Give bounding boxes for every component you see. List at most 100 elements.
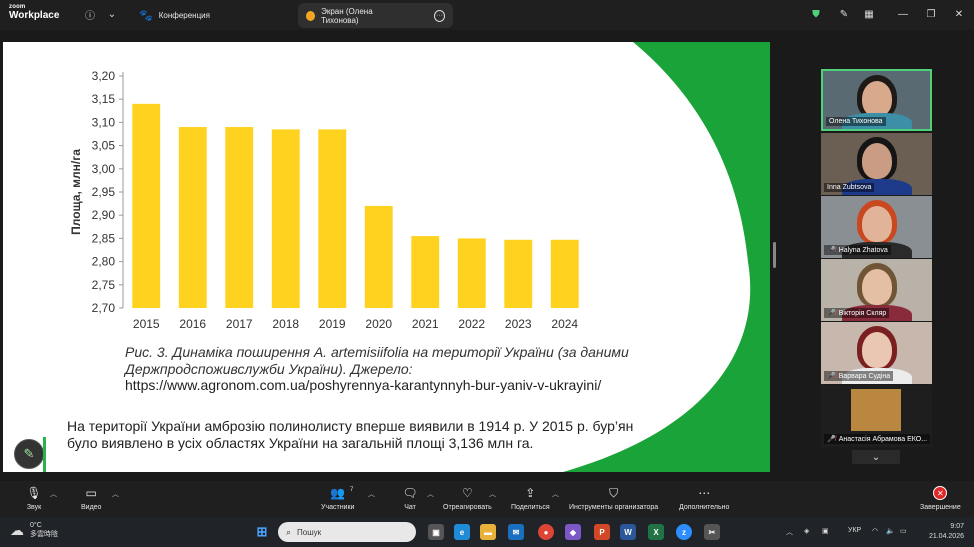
app-icon[interactable]: ◆ <box>565 524 581 540</box>
edge-icon[interactable]: e <box>454 524 470 540</box>
shield-icon[interactable]: ⛊ <box>812 8 820 20</box>
shared-screen: 2,70 2,75 2,80 2,85 2,90 2,95 3,00 3,05 3,10 3,15… <box>3 42 770 472</box>
muted-mic-icon: 🎤̸ <box>827 310 836 317</box>
participants-label: Участники <box>321 504 355 511</box>
tray-app-icon[interactable]: ◈ <box>804 528 810 535</box>
weather-widget[interactable]: ☁ 0°C 多雲時陰 <box>10 521 58 539</box>
powerpoint-icon[interactable]: P <box>594 524 610 540</box>
language-indicator[interactable]: УКР <box>848 527 862 534</box>
participants-button[interactable]: 👥 Участники <box>321 485 354 511</box>
y-tick-label: 3,05 <box>92 139 116 153</box>
video-button[interactable]: ▭ Видео <box>81 485 101 511</box>
participant-name: Олена Тихонова <box>826 117 886 126</box>
info-icon[interactable]: ⓘ <box>85 10 95 22</box>
x-tick-label: 2021 <box>412 317 439 331</box>
bar-2020 <box>364 205 393 308</box>
video-options-caret[interactable]: ︿ <box>112 491 119 498</box>
clock[interactable]: 9:07 21.04.2026 <box>929 522 964 542</box>
shield-icon: ⛉ <box>609 485 619 500</box>
chrome-icon[interactable]: ● <box>538 524 554 540</box>
end-button[interactable]: ✕ Завершение <box>920 485 961 511</box>
share-button[interactable]: ⇪ Поделиться <box>511 485 550 511</box>
participant-tile[interactable]: 🎤̸ Halyna Zhatova <box>821 196 932 258</box>
bar-2023 <box>504 239 533 308</box>
participant-tile[interactable]: Inna Zubtsova <box>821 133 932 195</box>
more-button[interactable]: ⋯ Дополнительно <box>679 485 729 511</box>
react-caret[interactable]: ︿ <box>489 491 496 498</box>
y-tick-label: 3,00 <box>92 162 116 176</box>
video-label: Видео <box>81 504 102 511</box>
muted-mic-icon: 🎤̸ <box>827 247 836 254</box>
tab-meeting[interactable]: 🐾 Конференция <box>131 3 218 28</box>
clock-date: 21.04.2026 <box>928 533 964 540</box>
chevron-down-icon[interactable]: ⌄ <box>107 8 117 20</box>
heart-icon: ♡ <box>462 486 473 500</box>
participant-tile[interactable]: 🎤̸ Вікторія Скляр <box>821 259 932 321</box>
bar-2021 <box>411 236 440 308</box>
participant-tile[interactable]: Олена Тихонова <box>821 69 932 131</box>
more-participants-chevron[interactable]: ⌄ <box>852 450 900 464</box>
participant-name: 🎤̸ Анастасія Абрамова ЕКО... <box>824 434 931 444</box>
task-view-icon[interactable]: ▣ <box>428 524 444 540</box>
wifi-icon[interactable]: ◠ <box>872 528 879 535</box>
minimize-icon[interactable]: — <box>898 8 908 20</box>
y-tick-label: 2,70 <box>92 301 116 315</box>
pen-icon[interactable]: ✎ <box>839 8 849 20</box>
avatar-face <box>861 143 892 179</box>
slide-green-decoration <box>563 42 770 472</box>
react-label: Отреагировать <box>443 504 492 511</box>
bar-2016 <box>178 127 207 308</box>
close-icon[interactable]: ✕ <box>954 8 964 20</box>
avatar-face <box>861 332 892 368</box>
word-icon[interactable]: W <box>620 524 636 540</box>
avatar-body <box>841 113 912 129</box>
react-button[interactable]: ♡ Отреагировать <box>443 485 492 511</box>
tab-screen-share[interactable]: Экран (Олена Тихонова) ··· <box>298 3 453 28</box>
zoom-app-icon[interactable]: z <box>676 524 692 540</box>
participant-tile[interactable]: 🎤̸ Варвара Судіна <box>821 322 932 384</box>
screen-share-icon <box>306 10 316 21</box>
participant-tile[interactable]: 🎤̸ Анастасія Абрамова ЕКО... <box>821 385 932 447</box>
avatar-face <box>861 269 892 305</box>
participant-name-text: Halyna Zhatova <box>838 247 888 254</box>
battery-icon[interactable]: ▭ <box>900 528 907 535</box>
bar-2024 <box>550 239 579 308</box>
volume-icon[interactable]: 🔈 <box>886 528 895 535</box>
participant-name: Inna Zubtsova <box>824 183 875 192</box>
layout-icon[interactable]: ▦ <box>864 8 874 20</box>
file-explorer-icon[interactable]: ▬ <box>480 524 496 540</box>
audio-label: Звук <box>26 504 42 511</box>
windows-start-icon[interactable]: ⊞ <box>256 524 268 539</box>
slide-body-text: На території України амброзію полинолист… <box>67 418 634 451</box>
bar-2017 <box>225 127 254 308</box>
taskbar-search[interactable]: ⌕ Пошук <box>278 522 416 542</box>
taskbar: ☁ 0°C 多雲時陰 ⊞ ⌕ Пошук ▣ e ▬ ✉ ● ◆ P W X z… <box>0 517 974 547</box>
audio-button[interactable]: 🎙 Звук <box>24 485 44 511</box>
tray-chevron-icon[interactable]: ︿ <box>786 529 793 536</box>
mail-icon[interactable]: ✉ <box>508 524 524 540</box>
annotate-button[interactable]: ✎ <box>14 439 44 469</box>
avatar-body <box>841 368 912 384</box>
participant-name-text: Вікторія Скляр <box>838 310 887 317</box>
tray-app2-icon[interactable]: ▣ <box>822 528 829 535</box>
share-caret[interactable]: ︿ <box>552 491 559 498</box>
bar-chart: 2,70 2,75 2,80 2,85 2,90 2,95 3,00 3,05 3,10 3,15… <box>69 69 579 331</box>
chat-button[interactable]: 🗨 Чат <box>400 485 420 511</box>
audio-options-caret[interactable]: ︿ <box>50 491 57 498</box>
host-tools-label: Инструменты организатора <box>569 504 659 511</box>
host-tools-button[interactable]: ⛉ Инструменты организатора <box>569 485 659 512</box>
excel-icon[interactable]: X <box>648 524 664 540</box>
restore-icon[interactable]: ❐ <box>926 8 936 20</box>
paw-icon: 🐾 <box>139 10 153 22</box>
snipping-icon[interactable]: ✂ <box>704 524 720 540</box>
more-icon[interactable]: ··· <box>433 9 445 22</box>
y-tick-label: 2,85 <box>92 231 116 245</box>
search-icon: ⌕ <box>286 526 292 537</box>
y-tick-label: 2,75 <box>92 278 116 292</box>
splitter-handle[interactable] <box>773 242 776 268</box>
chat-caret[interactable]: ︿ <box>427 491 434 498</box>
participants-caret[interactable]: ︿ <box>368 491 375 498</box>
logo-line2: Workplace <box>9 10 60 21</box>
muted-mic-icon: 🎤̸ <box>827 436 836 443</box>
x-tick-label: 2016 <box>179 317 206 331</box>
